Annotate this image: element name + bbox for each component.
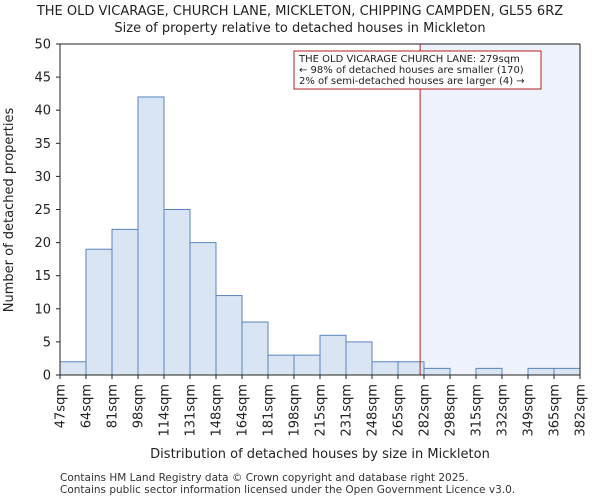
x-tick-label-349sqm: 349sqm <box>522 384 537 437</box>
bar-164sqm <box>241 321 269 376</box>
x-tick-label-181sqm: 181sqm <box>262 384 277 437</box>
annotation-line-1: THE OLD VICARAGE CHURCH LANE: 279sqm <box>298 54 520 65</box>
y-tick-label-40: 40 <box>34 104 51 119</box>
x-tick-label-81sqm: 81sqm <box>106 384 121 428</box>
x-tick-label-131sqm: 131sqm <box>184 384 199 437</box>
y-tick-label-30: 30 <box>34 170 51 185</box>
y-tick-label-0: 0 <box>43 369 51 384</box>
bar-231sqm <box>345 341 373 376</box>
y-axis-title: Number of detached properties <box>2 108 17 313</box>
chart-title: THE OLD VICARAGE, CHURCH LANE, MICKLETON… <box>36 4 563 19</box>
x-tick-label-332sqm: 332sqm <box>496 384 511 437</box>
bar-365sqm <box>553 367 581 376</box>
bar-198sqm <box>293 354 321 376</box>
bar-98sqm <box>137 96 165 376</box>
bar-315sqm <box>475 367 503 376</box>
x-tick-label-47sqm: 47sqm <box>54 384 69 428</box>
chart-subtitle: Size of property relative to detached ho… <box>114 21 485 36</box>
y-tick-label-45: 45 <box>34 71 51 86</box>
x-tick-label-315sqm: 315sqm <box>470 384 485 437</box>
x-tick-label-148sqm: 148sqm <box>210 384 225 437</box>
y-tick-label-15: 15 <box>34 269 51 284</box>
y-tick-label-10: 10 <box>34 302 51 317</box>
bar-131sqm <box>189 242 217 376</box>
footer-line-2: Contains public sector information licen… <box>60 484 515 496</box>
annotation-line-2: ← 98% of detached houses are smaller (17… <box>299 65 524 76</box>
x-tick-label-215sqm: 215sqm <box>314 384 329 437</box>
bar-64sqm <box>85 248 113 376</box>
y-tick-label-35: 35 <box>34 137 51 152</box>
bar-148sqm <box>215 295 243 376</box>
x-tick-label-98sqm: 98sqm <box>132 384 147 428</box>
y-tick-label-5: 5 <box>43 335 51 350</box>
x-tick-label-164sqm: 164sqm <box>236 384 251 437</box>
bar-81sqm <box>111 228 139 376</box>
x-axis-title: Distribution of detached houses by size … <box>150 447 490 462</box>
y-tick-label-25: 25 <box>34 203 51 218</box>
x-tick-label-198sqm: 198sqm <box>288 384 303 437</box>
x-tick-label-114sqm: 114sqm <box>158 384 173 437</box>
x-tick-label-298sqm: 298sqm <box>444 384 459 437</box>
bar-349sqm <box>527 367 555 376</box>
footer-line-1: Contains HM Land Registry data © Crown c… <box>60 472 468 484</box>
annotation-box <box>293 50 542 90</box>
x-tick-label-365sqm: 365sqm <box>548 384 563 437</box>
x-tick-label-265sqm: 265sqm <box>392 384 407 437</box>
x-tick-label-382sqm: 382sqm <box>574 384 589 437</box>
bar-47sqm <box>59 361 87 376</box>
highlight-region <box>420 44 580 375</box>
y-tick-label-20: 20 <box>34 236 51 251</box>
y-tick-label-50: 50 <box>34 38 51 53</box>
bar-114sqm <box>163 209 191 376</box>
bar-181sqm <box>267 354 295 376</box>
x-tick-label-231sqm: 231sqm <box>340 384 355 437</box>
x-tick-label-64sqm: 64sqm <box>80 384 95 428</box>
bar-248sqm <box>371 361 399 376</box>
annotation-line-3: 2% of semi-detached houses are larger (4… <box>299 76 525 87</box>
plot-area: 0 5 10 15 20 25 30 35 40 45 50 47sqm 64sqm 81sqm 98sqm… <box>34 38 588 437</box>
x-tick-label-248sqm: 248sqm <box>366 384 381 437</box>
x-tick-label-282sqm: 282sqm <box>418 384 433 437</box>
bar-215sqm <box>319 334 347 376</box>
bar-282sqm <box>423 367 451 376</box>
